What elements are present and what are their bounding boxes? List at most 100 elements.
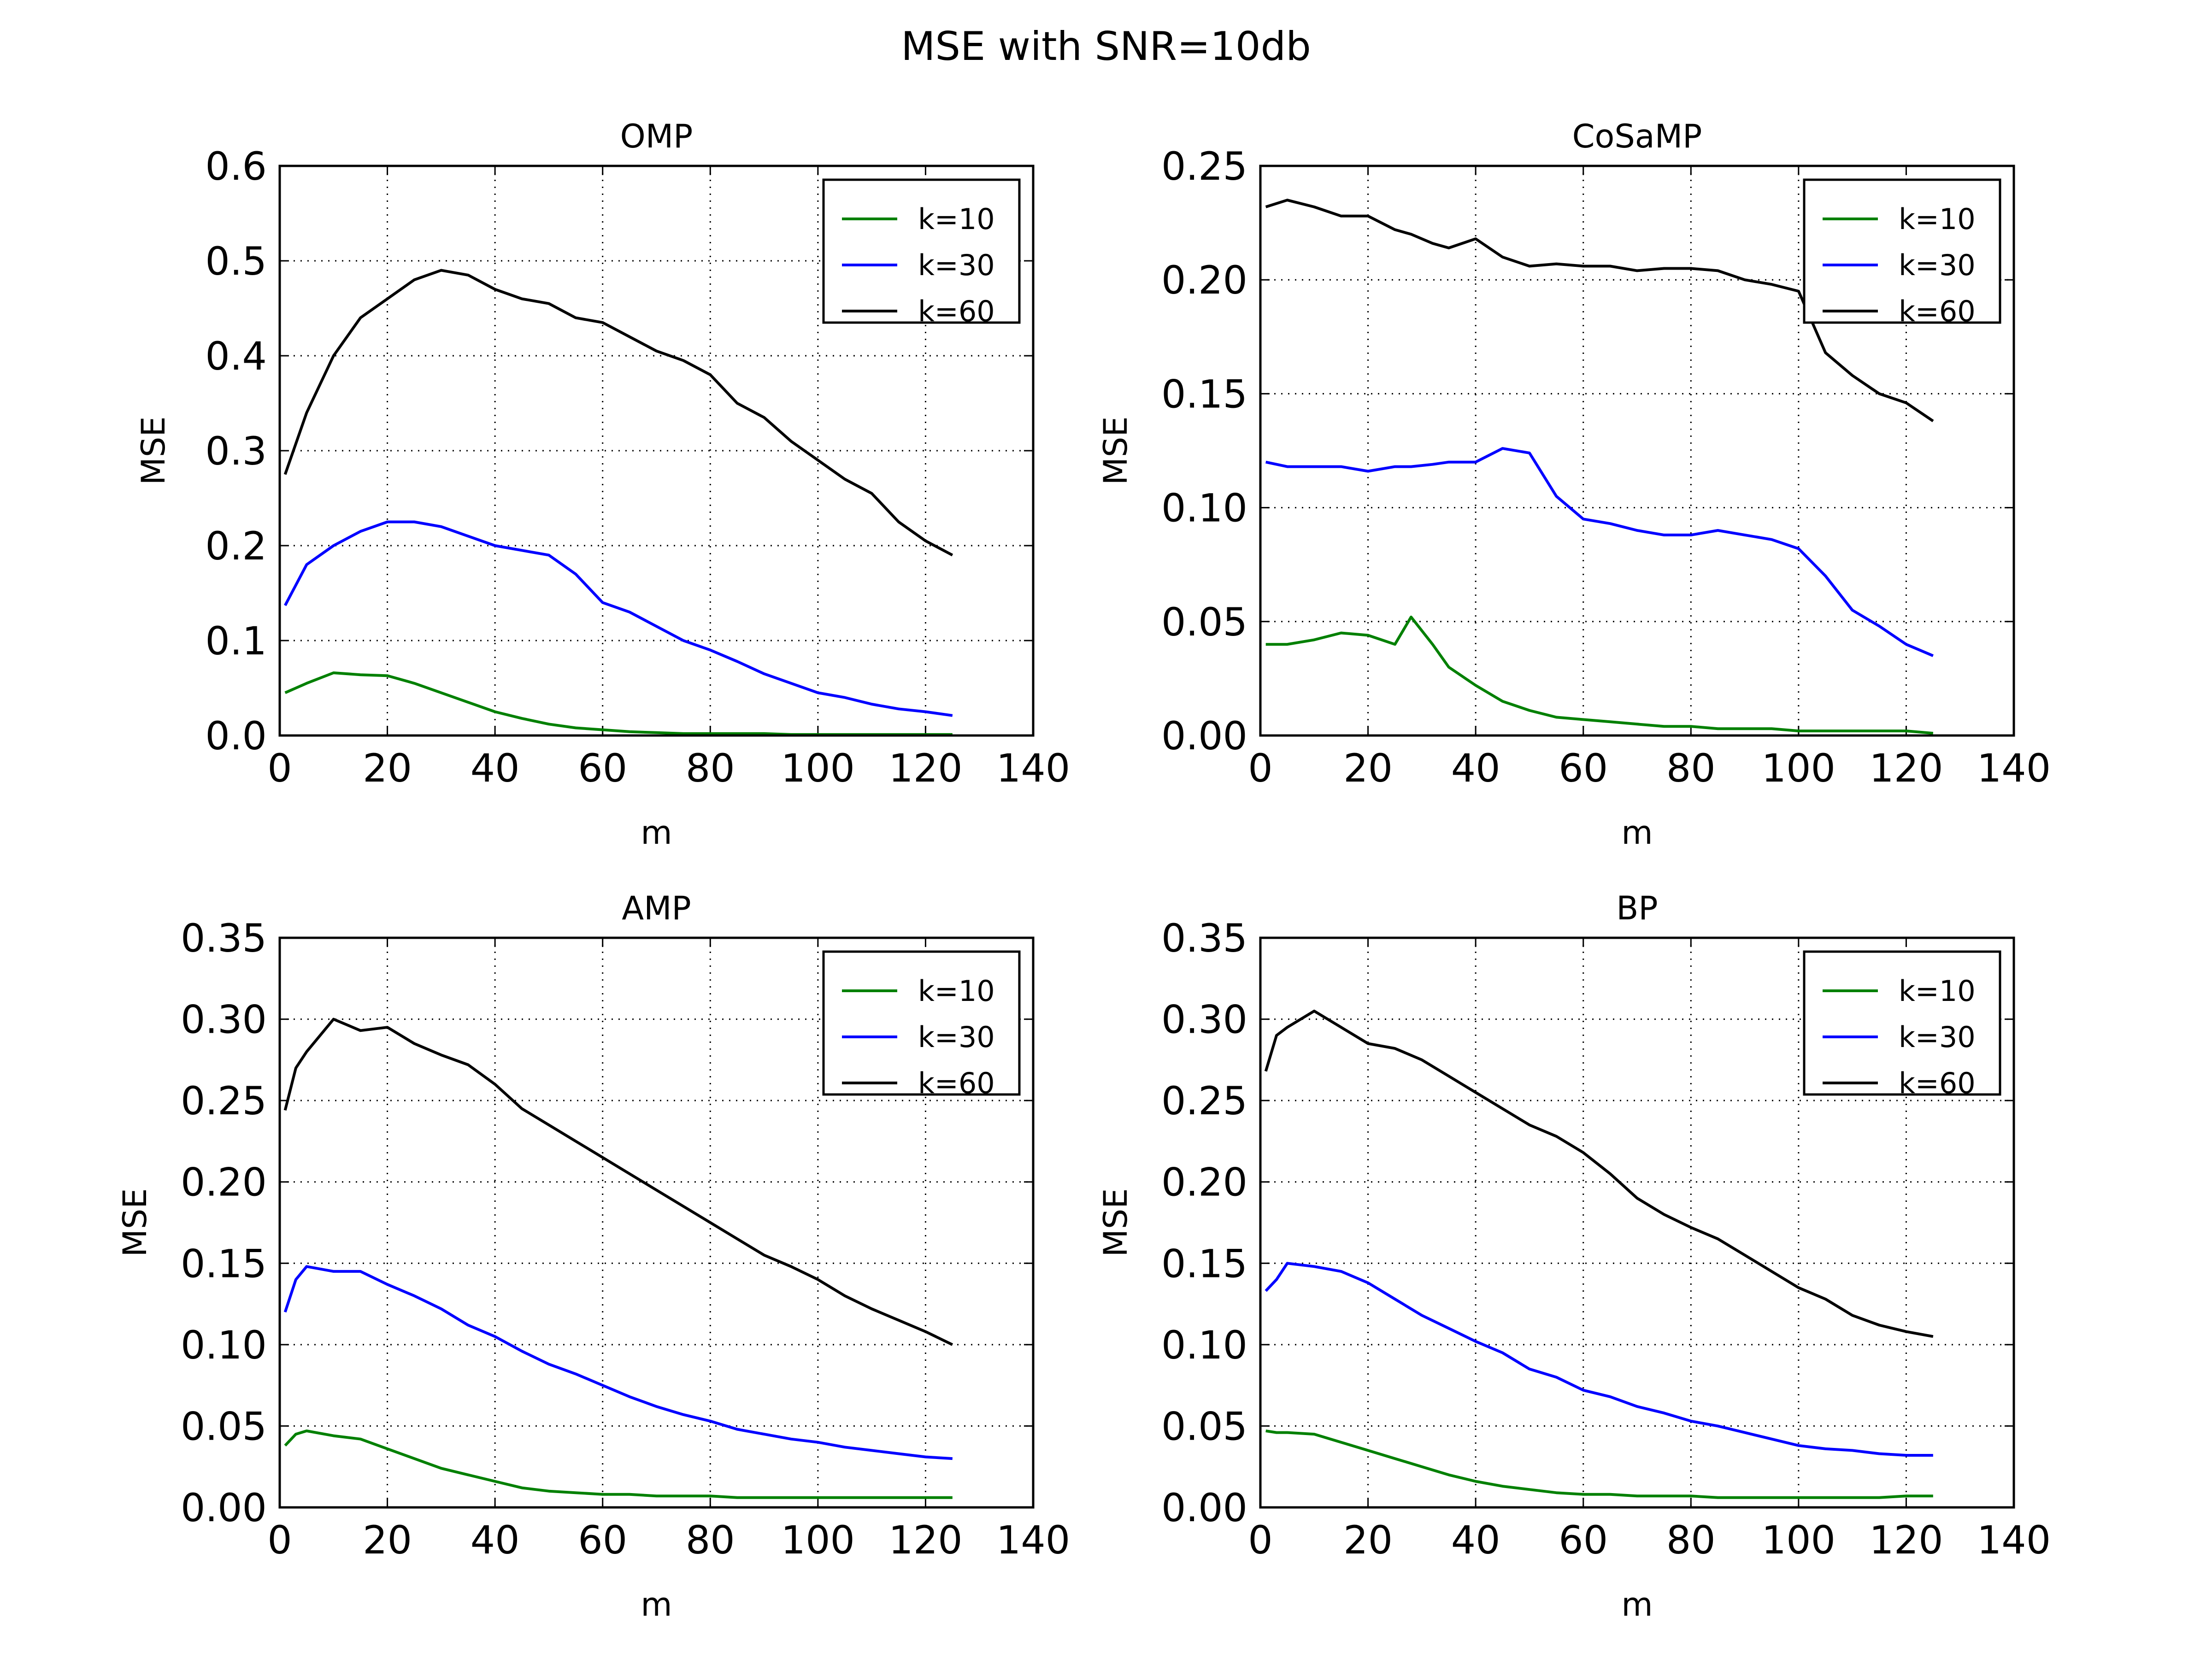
y-tick-label: 0.3 [205,429,267,474]
plot-frame [1259,936,2015,1509]
y-tick-label: 0.15 [1161,371,1247,417]
series-line-k-60 [1265,199,1934,423]
x-tick-label: 80 [1666,746,1716,791]
x-axis-label: m [1621,814,1653,852]
legend-label: k=30 [918,248,995,282]
x-tick-label: 140 [996,746,1070,791]
y-axis-label: MSE [1097,416,1135,485]
y-tick-label: 0.05 [181,1404,267,1449]
x-tick-label: 140 [1977,1518,2051,1563]
series-line-k-30 [1265,1262,1933,1457]
legend-label: k=30 [918,1020,995,1054]
x-tick-label: 80 [1666,1518,1716,1563]
y-axis-label: MSE [116,1188,154,1257]
y-tick-label: 0.25 [1161,1078,1247,1124]
y-tick-label: 0.20 [1161,1160,1247,1205]
figure-title: MSE with SNR=10db [901,24,1311,70]
y-tick-label: 0.10 [181,1323,267,1368]
y-tick-label: 0.10 [1161,1323,1247,1368]
y-tick-label: 0.10 [1161,486,1247,531]
y-tick-label: 0.2 [205,524,267,569]
legend-label: k=60 [918,1066,995,1100]
y-tick-label: 0.4 [205,334,267,379]
x-tick-label: 80 [686,746,735,791]
x-tick-label: 140 [996,1518,1070,1563]
legend-label: k=10 [1899,202,1976,236]
series-line-k-60 [283,1018,953,1346]
y-tick-label: 0.20 [1161,258,1247,303]
series-line-k-30 [283,1265,953,1460]
y-tick-label: 0.15 [1161,1241,1247,1286]
y-tick-label: 0.1 [205,618,267,664]
x-tick-label: 0 [1248,746,1272,791]
legend-label: k=60 [1899,294,1976,328]
y-tick-label: 0.6 [205,144,267,189]
y-tick-label: 0.00 [1161,1485,1247,1530]
subplot-omp: 0 20 40 60 80 100 120 140 0.0 0.1 0.2 0.3 0.4 0.5 0.6 O… [135,118,1070,852]
y-tick-label: 0.25 [1161,144,1247,189]
plot-frame [278,165,1035,737]
x-tick-label: 120 [888,1518,962,1563]
x-axis-label: m [641,814,672,852]
legend-label: k=60 [1899,1066,1976,1100]
legend: k=10 k=30 k=60 [822,178,1021,328]
series-line-k-10 [1265,615,1934,735]
x-tick-label: 0 [1248,1518,1272,1563]
series-line-k-30 [1265,447,1934,657]
legend: k=10 k=30 k=60 [1803,950,2001,1100]
x-tick-label: 100 [1762,746,1835,791]
x-tick-label: 0 [267,1518,292,1563]
y-tick-label: 0.05 [1161,1404,1247,1449]
legend-label: k=30 [1899,248,1976,282]
x-tick-label: 20 [1343,1518,1393,1563]
y-tick-label: 0.15 [181,1241,267,1286]
y-axis-label: MSE [135,416,172,485]
legend-label: k=10 [918,974,995,1008]
x-tick-label: 20 [363,1518,412,1563]
y-tick-label: 0.35 [181,916,267,961]
y-tick-label: 0.20 [181,1160,267,1205]
x-tick-label: 100 [1762,1518,1835,1563]
subplot-title: CoSaMP [1572,118,1702,155]
x-tick-label: 80 [686,1518,735,1563]
plot-frame [1259,165,2015,737]
y-tick-label: 0.5 [205,239,267,284]
subplot-cosamp: 0 20 40 60 80 100 120 140 0.00 0.05 0.10 0.15 0.20 0.… [1097,118,2051,852]
legend: k=10 k=30 k=60 [822,950,1021,1100]
y-tick-label: 0.35 [1161,916,1247,961]
subplot-grid: 0 20 40 60 80 100 120 140 0.0 0.1 0.2 0.3 0.4 0.5 0.6 O… [116,118,2051,1624]
y-tick-label: 0.30 [1161,997,1247,1042]
legend-label: k=10 [1899,974,1976,1008]
legend-frame [822,178,1021,324]
series-line-k-10 [1265,1430,1933,1499]
x-tick-label: 120 [1869,746,1943,791]
y-axis-label: MSE [1097,1188,1135,1257]
x-tick-label: 0 [267,746,292,791]
x-tick-label: 120 [888,746,962,791]
x-tick-label: 60 [1559,1518,1608,1563]
x-tick-label: 40 [1451,1518,1500,1563]
x-tick-label: 40 [471,746,520,791]
x-axis-label: m [641,1586,672,1624]
x-tick-label: 60 [578,746,627,791]
y-tick-label: 0.05 [1161,600,1247,645]
subplot-title: OMP [620,118,693,155]
series-line-k-60 [1264,1009,1934,1338]
x-tick-label: 60 [578,1518,627,1563]
x-tick-label: 20 [363,746,412,791]
series-line-k-60 [283,269,953,557]
subplot-title: AMP [622,889,691,927]
x-tick-label: 100 [781,1518,855,1563]
legend-frame [1803,178,2001,324]
y-tick-label: 0.30 [181,997,267,1042]
y-tick-label: 0.25 [181,1078,267,1124]
x-tick-label: 40 [471,1518,520,1563]
x-tick-label: 140 [1977,746,2051,791]
subplot-title: BP [1616,889,1658,927]
subplot-bp: 0 20 40 60 80 100 120 140 0.00 0.05 0.10 0.15 0.20 0.… [1097,889,2051,1624]
y-tick-label: 0.00 [1161,713,1247,759]
subplot-amp: 0 20 40 60 80 100 120 140 0.00 0.05 0.10 0.15 0.20 0.… [116,889,1070,1624]
x-tick-label: 60 [1559,746,1608,791]
x-tick-label: 40 [1451,746,1500,791]
legend-label: k=10 [918,202,995,236]
